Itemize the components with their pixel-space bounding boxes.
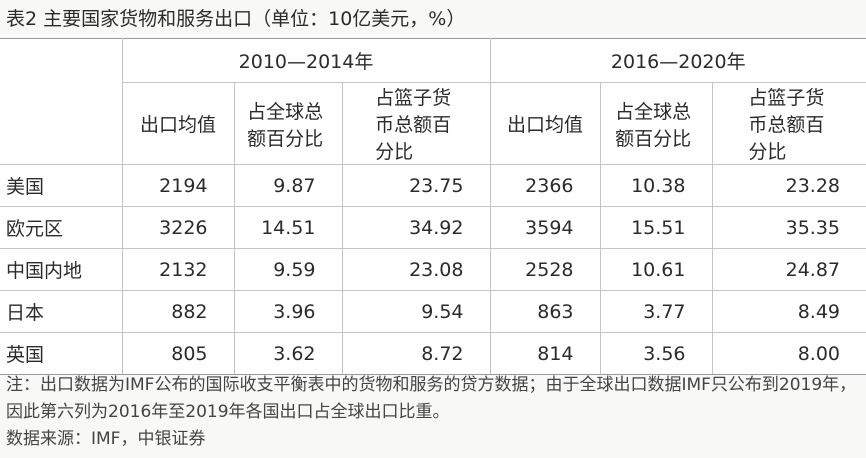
cell: 9.54	[341, 290, 491, 333]
cell: 2132	[121, 248, 235, 291]
cell: 3.77	[599, 290, 713, 333]
column-header: 占全球总额百分比	[247, 100, 324, 150]
cell: 14.51	[233, 206, 343, 249]
note-line: 注：出口数据为IMF公布的国际收支平衡表中的货物和服务的贷方数据；由于全球出口数…	[6, 375, 857, 422]
cell: 8.00	[711, 332, 866, 375]
cell: 23.28	[711, 164, 866, 207]
cell: 10.38	[599, 164, 713, 207]
table-title: 表2 主要国家货物和服务出口（单位：10亿美元，%）	[6, 8, 466, 30]
column-header: 占篮子货币总额百分比	[375, 87, 452, 163]
cell: 2366	[489, 164, 601, 207]
cell: 3594	[489, 206, 601, 249]
cell: 35.35	[711, 206, 866, 249]
data-row: 美国 2194 9.87 23.75 2366 10.38 23.28	[0, 164, 866, 207]
cell: 3.56	[599, 332, 713, 375]
column-header-cell: 占全球总额百分比	[233, 82, 343, 165]
column-row: 出口均值 占全球总额百分比 占篮子货币总额百分比 出口均值 占全球总额百分比 占篮子货币总…	[0, 82, 866, 165]
cell: 2528	[489, 248, 601, 291]
column-header: 出口均值	[139, 114, 216, 136]
cell: 3226	[121, 206, 235, 249]
cell: 863	[489, 290, 601, 333]
cell: 882	[121, 290, 235, 333]
group-row: 2010—2014年 2016—2020年	[0, 38, 866, 165]
cell: 8.49	[711, 290, 866, 333]
export-table: 2010—2014年 2016—2020年 出口均值 占全球总额百分比 占篮子货币总额百…	[0, 38, 866, 375]
cell: 3.96	[233, 290, 343, 333]
group-header: 2010—2014年	[121, 38, 491, 83]
cell: 23.08	[341, 248, 491, 291]
row-label: 中国内地	[0, 248, 123, 291]
data-row: 英国 805 3.62 8.72 814 3.56 8.00	[0, 332, 866, 375]
column-header: 占篮子货币总额百分比	[748, 87, 825, 163]
group-header: 2016—2020年	[489, 38, 866, 83]
row-label: 英国	[0, 332, 123, 375]
cell: 9.59	[233, 248, 343, 291]
cell: 10.61	[599, 248, 713, 291]
cell: 814	[489, 332, 601, 375]
row-label: 日本	[0, 290, 123, 333]
cell: 34.92	[341, 206, 491, 249]
column-header-cell: 占全球总额百分比	[599, 82, 713, 165]
column-header-cell: 出口均值	[489, 82, 601, 165]
column-header: 出口均值	[506, 114, 583, 136]
cell: 24.87	[711, 248, 866, 291]
table-body: 美国 2194 9.87 23.75 2366 10.38 23.28 欧元区 3226 14.5…	[0, 164, 866, 375]
cell: 805	[121, 332, 235, 375]
row-label: 欧元区	[0, 206, 123, 249]
cell: 9.87	[233, 164, 343, 207]
data-row: 日本 882 3.96 9.54 863 3.77 8.49	[0, 290, 866, 333]
cell: 23.75	[341, 164, 491, 207]
column-header-cell: 出口均值	[122, 82, 235, 165]
cell: 3.62	[233, 332, 343, 375]
column-header-cell: 占篮子货币总额百分比	[341, 82, 491, 165]
data-row: 中国内地 2132 9.59 23.08 2528 10.61 24.87	[0, 248, 866, 291]
corner-cell	[0, 38, 123, 165]
cell: 15.51	[599, 206, 713, 249]
row-label: 美国	[0, 164, 123, 207]
notes: 注：出口数据为IMF公布的国际收支平衡表中的货物和服务的贷方数据；由于全球出口数…	[6, 372, 862, 453]
note-line: 数据来源：IMF，中银证券	[6, 429, 206, 449]
column-header: 占全球总额百分比	[615, 100, 692, 150]
column-header-cell: 占篮子货币总额百分比	[711, 82, 866, 165]
cell: 8.72	[341, 332, 491, 375]
data-row: 欧元区 3226 14.51 34.92 3594 15.51 35.35	[0, 206, 866, 249]
cell: 2194	[121, 164, 235, 207]
table-head: 2010—2014年 2016—2020年 出口均值 占全球总额百分比 占篮子货币总额百…	[0, 38, 866, 165]
